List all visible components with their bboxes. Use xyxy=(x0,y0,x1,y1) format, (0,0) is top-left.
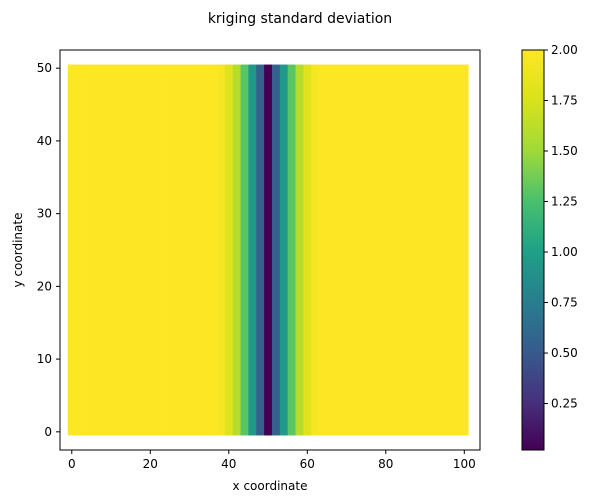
y-tick-label: 50 xyxy=(37,61,52,75)
heatmap-cell xyxy=(389,64,398,436)
heatmap-cell xyxy=(374,64,383,436)
heatmap-cell xyxy=(209,64,218,436)
heatmap-cell xyxy=(122,64,132,436)
colorbar-tick-label: 0.25 xyxy=(551,397,578,411)
heatmap-cell xyxy=(428,64,438,436)
colorbar-tick-label: 1.75 xyxy=(551,94,578,108)
heatmap-cell xyxy=(146,64,155,436)
colorbar-tick-label: 0.75 xyxy=(551,296,578,310)
heatmap-cell xyxy=(162,64,171,436)
heatmap-cell xyxy=(107,64,116,436)
heatmap-cell xyxy=(319,64,328,436)
heatmap-cell xyxy=(130,64,139,436)
heatmap-cells xyxy=(67,64,469,436)
heatmap-cell xyxy=(358,64,367,436)
heatmap-cell xyxy=(185,64,194,436)
heatmap-cell xyxy=(177,64,187,436)
x-tick-label: 100 xyxy=(453,457,476,471)
heatmap-cell xyxy=(421,64,430,436)
colorbar xyxy=(521,49,545,451)
heatmap-cell xyxy=(264,64,273,436)
heatmap-cell xyxy=(67,64,77,436)
heatmap-cell xyxy=(138,64,147,436)
y-tick-label: 10 xyxy=(37,352,52,366)
heatmap-cell xyxy=(397,64,406,436)
heatmap-cell xyxy=(169,64,179,436)
heatmap-cell xyxy=(366,64,375,436)
y-tick-label: 20 xyxy=(37,279,52,293)
heatmap-cell xyxy=(334,64,344,436)
x-tick-label: 80 xyxy=(378,457,393,471)
heatmap-cell xyxy=(413,64,422,436)
heatmap-cell xyxy=(256,64,265,436)
heatmap-cell xyxy=(240,64,249,436)
heatmap-cell xyxy=(91,64,100,436)
heatmap-cell xyxy=(342,64,351,436)
colorbar-tick-label: 1.25 xyxy=(551,195,578,209)
plot-frame xyxy=(59,49,481,451)
heatmap-cell xyxy=(303,64,312,436)
heatmap-cell xyxy=(295,64,304,436)
heatmap-cell xyxy=(248,64,257,436)
y-tick-label: 40 xyxy=(37,134,52,148)
heatmap-cell xyxy=(114,64,124,436)
heatmap-cell xyxy=(326,64,336,436)
chart-title: kriging standard deviation xyxy=(208,11,392,27)
heatmap-cell xyxy=(83,64,92,436)
heatmap-cell xyxy=(311,64,320,436)
colorbar-tick-label: 1.50 xyxy=(551,144,578,158)
y-axis: 0 10 20 30 40 50 xyxy=(37,61,60,439)
heatmap-cell xyxy=(452,64,461,436)
heatmap-cell xyxy=(381,64,391,436)
heatmap-cell xyxy=(271,64,281,436)
heatmap-cell xyxy=(436,64,446,436)
heatmap-cell xyxy=(232,64,241,436)
y-axis-label: y coordinate xyxy=(11,213,25,288)
colorbar-tick-label: 1.00 xyxy=(551,245,578,259)
heatmap-cell xyxy=(193,64,202,436)
heatmap-cell xyxy=(279,64,289,436)
heatmap-cell xyxy=(460,64,469,436)
colorbar-ticks: 0.25 0.50 0.75 1.00 1.25 1.50 1.75 2.00 xyxy=(544,43,578,411)
x-axis-label: x coordinate xyxy=(233,479,308,493)
heatmap-cell xyxy=(224,64,234,436)
heatmap-cell xyxy=(154,64,163,436)
y-tick-label: 0 xyxy=(44,425,52,439)
y-tick-label: 30 xyxy=(37,207,52,221)
colorbar-tick-label: 0.50 xyxy=(551,346,578,360)
heatmap-cell xyxy=(75,64,84,436)
x-tick-label: 20 xyxy=(143,457,158,471)
x-tick-label: 40 xyxy=(221,457,236,471)
x-tick-label: 0 xyxy=(68,457,76,471)
heatmap-cell xyxy=(444,64,453,436)
colorbar-tick-label: 2.00 xyxy=(551,43,578,57)
heatmap-cell xyxy=(350,64,359,436)
x-axis: 0 20 40 60 80 100 xyxy=(68,450,476,471)
heatmap-cell xyxy=(217,64,226,436)
heatmap-cell xyxy=(287,64,296,436)
heatmap-cell xyxy=(99,64,108,436)
x-tick-label: 60 xyxy=(300,457,315,471)
heatmap-cell xyxy=(405,64,414,436)
heatmap-cell xyxy=(201,64,210,436)
